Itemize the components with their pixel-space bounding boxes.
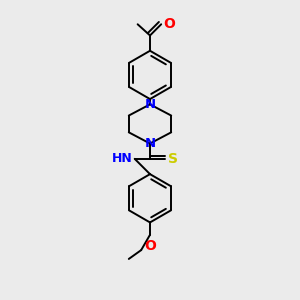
Text: O: O (163, 17, 175, 31)
Text: S: S (168, 152, 178, 166)
Text: N: N (145, 137, 156, 150)
Text: O: O (144, 238, 156, 253)
Text: N: N (145, 98, 156, 111)
Text: HN: HN (112, 152, 133, 165)
